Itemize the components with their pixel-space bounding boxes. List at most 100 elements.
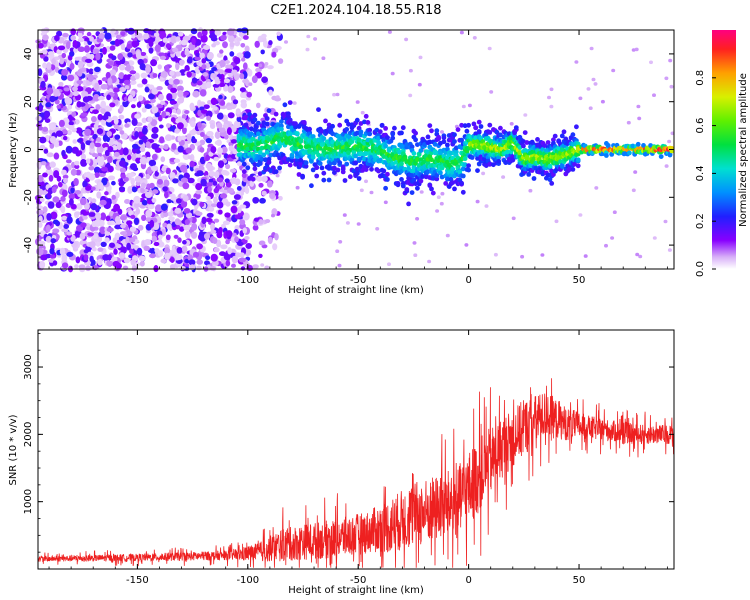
heatmap-cell (227, 28, 235, 36)
heatmap-cell (226, 105, 234, 110)
heatmap-cell (199, 147, 205, 153)
heatmap-cell (42, 126, 49, 132)
heatmap-cell (268, 40, 273, 46)
heatmap-cell (443, 181, 449, 186)
heatmap-cell (505, 149, 510, 155)
heatmap-cell (528, 188, 533, 193)
heatmap-cell (165, 167, 171, 175)
heatmap-cell (275, 95, 280, 99)
heatmap-cell (140, 187, 145, 194)
heatmap-cell (91, 246, 97, 252)
heatmap-cell (225, 201, 231, 207)
heatmap-cell (49, 136, 57, 144)
heatmap-cell (141, 214, 147, 222)
heatmap-cell (309, 183, 314, 189)
heatmap-cell (191, 222, 198, 231)
heatmap-cell (218, 227, 223, 234)
heatmap-cell (487, 130, 493, 135)
heatmap-cell (70, 28, 77, 36)
heatmap-cell (99, 199, 107, 206)
heatmap-cell (225, 260, 231, 267)
heatmap-cell (141, 199, 148, 206)
heatmap-cell (397, 149, 403, 155)
heatmap-cell (46, 192, 52, 199)
heatmap-cell (269, 193, 276, 199)
heatmap-cell (335, 249, 340, 253)
heatmap-cell (300, 173, 305, 179)
heatmap-cell (475, 199, 480, 204)
heatmap-cell (140, 51, 147, 56)
heatmap-cell (52, 228, 60, 234)
heatmap-cell (134, 40, 140, 47)
y-tick-label: -20 (23, 189, 34, 205)
heatmap-cell (190, 28, 198, 35)
heatmap-cell (196, 171, 204, 177)
heatmap-cell (238, 252, 245, 258)
heatmap-cell (107, 220, 112, 226)
heatmap-cell (240, 266, 246, 271)
heatmap-cell (377, 129, 383, 135)
colorbar-tick-label: 0.8 (695, 70, 706, 86)
heatmap-cell (59, 247, 66, 256)
heatmap-cell (248, 82, 253, 86)
heatmap-cell (119, 167, 126, 173)
heatmap-cell (213, 187, 219, 194)
heatmap-cell (162, 186, 168, 192)
heatmap-cell (549, 104, 554, 109)
heatmap-cell (108, 242, 116, 248)
heatmap-cell (440, 130, 444, 134)
heatmap-cell (82, 96, 90, 103)
heatmap-cell (147, 116, 153, 123)
heatmap-cell (445, 146, 450, 152)
heatmap-cell (427, 123, 433, 128)
heatmap-cell (161, 110, 167, 119)
heatmap-cell (563, 136, 569, 142)
heatmap-cell (332, 165, 337, 171)
heatmap-cell (91, 220, 97, 228)
heatmap-cell (201, 216, 207, 225)
heatmap-cell (207, 186, 212, 194)
heatmap-cell (469, 155, 475, 160)
heatmap-cell (408, 68, 413, 73)
heatmap-cell (471, 121, 477, 127)
heatmap-cell (214, 131, 221, 139)
heatmap-cell (53, 170, 60, 179)
heatmap-cell (37, 174, 44, 183)
heatmap-cell (46, 87, 54, 95)
heatmap-cell (154, 171, 159, 177)
heatmap-cell (663, 219, 668, 224)
heatmap-cell (236, 37, 242, 42)
heatmap-cell (46, 165, 52, 171)
heatmap-cell (201, 29, 208, 37)
heatmap-cell (521, 143, 526, 149)
heatmap-cell (75, 127, 83, 134)
heatmap-cell (277, 58, 284, 64)
heatmap-cell (101, 166, 108, 172)
heatmap-cell (196, 265, 202, 271)
heatmap-cell (78, 216, 84, 222)
heatmap-cell (387, 262, 391, 267)
heatmap-cell (74, 160, 80, 166)
heatmap-cell (194, 55, 201, 61)
heatmap-cell (76, 80, 83, 85)
heatmap-cell (236, 185, 242, 191)
heatmap-cell (88, 241, 96, 249)
heatmap-cell (156, 85, 163, 91)
heatmap-cell (376, 168, 381, 174)
heatmap-cell (106, 260, 113, 267)
heatmap-cell (253, 217, 261, 222)
heatmap-cell (79, 197, 87, 206)
heatmap-cell (51, 186, 57, 194)
heatmap-cell (206, 212, 214, 218)
heatmap-cell (102, 134, 108, 142)
heatmap-cell (258, 63, 263, 68)
heatmap-cell (88, 68, 94, 75)
heatmap-cell (460, 173, 466, 179)
heatmap-cell (192, 251, 200, 258)
heatmap-cell (120, 31, 126, 36)
heatmap-cell (418, 157, 424, 163)
heatmap-cell (151, 143, 159, 150)
heatmap-cell (106, 130, 112, 137)
heatmap-cell (222, 123, 229, 129)
heatmap-cell (202, 72, 209, 77)
